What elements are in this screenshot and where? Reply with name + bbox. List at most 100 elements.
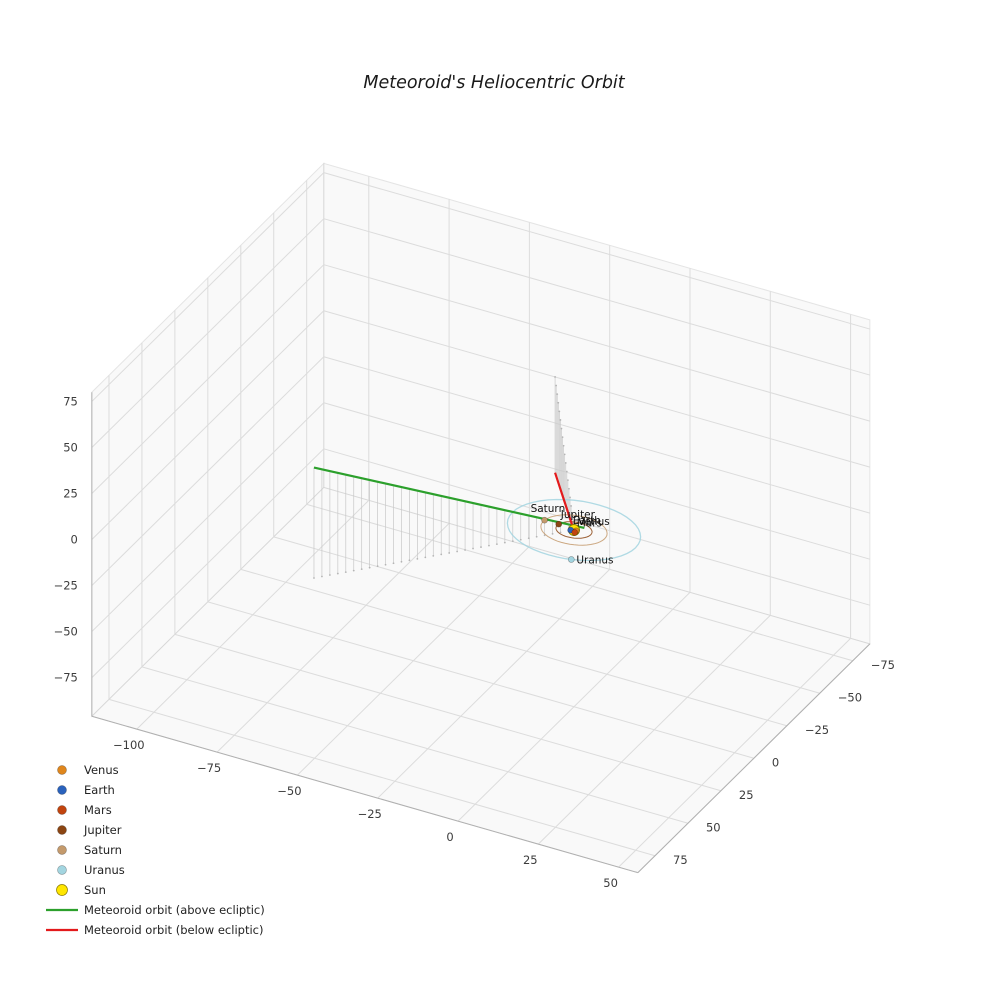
grid-line-y [306, 503, 853, 662]
meteoroid-below-projection-dot [560, 427, 563, 430]
meteoroid-above-projection-dot [527, 537, 530, 540]
planet-label-jupiter: Jupiter [560, 509, 596, 521]
meteoroid-above-projection-dot [400, 560, 403, 563]
meteoroid-above-projection-dot [416, 557, 419, 560]
meteoroid-above-projection-dot [336, 572, 339, 575]
meteoroid-above-projection-dot [511, 540, 514, 543]
z-tick-label: 0 [71, 533, 78, 547]
x-tick-label: 50 [603, 876, 618, 890]
meteoroid-above-projection-dot [352, 569, 355, 572]
grid-line-z [323, 448, 870, 606]
planet-label-saturn: Saturn [531, 503, 566, 515]
meteoroid-above-projection-dot [472, 547, 474, 550]
meteoroid-below-projection-dot [564, 462, 567, 464]
meteoroid-above-projection-dot [432, 555, 435, 557]
meteoroid-above-projection-dot [535, 535, 538, 538]
meteoroid-below-projection-dot [555, 384, 558, 387]
legend-label-5: Uranus [84, 863, 125, 877]
x-tick-label: −25 [358, 807, 382, 821]
z-tick-label: −50 [54, 625, 78, 639]
meteoroid-above-projection-dot [495, 543, 498, 546]
y-tick-label: 75 [673, 853, 688, 867]
planet-label-uranus: Uranus [576, 554, 613, 566]
x-tick-label: −100 [113, 738, 145, 752]
meteoroid-above-projection-dot [321, 575, 323, 578]
x-axis-edge [91, 715, 639, 874]
grid-line-y [141, 666, 689, 824]
planet-label-venus: Venus [578, 516, 610, 528]
grid-line-y [207, 601, 755, 759]
meteoroid-above-projection-dot [392, 562, 395, 565]
meteoroid-above-projection-dot [448, 552, 451, 554]
meteoroid-orbit-below-line [554, 472, 576, 533]
meteoroid-above-projection-dot [328, 574, 331, 576]
meteoroid-above-projection-dot [440, 553, 443, 556]
grid-line-z [323, 402, 870, 560]
x-tick-label: 25 [523, 853, 538, 867]
y-tick-label: −50 [838, 690, 862, 704]
grid-line-z [323, 264, 870, 422]
planet-dot-jupiter [555, 520, 563, 528]
legend-label-2: Mars [84, 803, 112, 817]
planet-label-mars: Mars [577, 517, 602, 529]
legend-label-0: Venus [84, 763, 119, 777]
y-tick-label: 25 [739, 788, 754, 802]
meteoroid-below-projection-dot [568, 487, 570, 490]
y-tick-label: −25 [805, 723, 829, 737]
meteoroid-below-projection-dot [566, 479, 569, 482]
meteoroid-above-projection-dot [456, 550, 459, 553]
meteoroid-above-projection-dot [384, 563, 387, 566]
meteoroid-above-projection-dot [376, 565, 379, 568]
meteoroid-orbit-above-line [313, 466, 585, 530]
meteoroid-below-projection-dot [557, 401, 560, 404]
legend-label-7: Meteoroid orbit (above ecliptic) [84, 903, 265, 917]
meteoroid-above-projection-dot [313, 577, 315, 579]
meteoroid-below-projection-dot [565, 470, 568, 473]
z-tick-label: 75 [63, 394, 78, 408]
grid-line-z [323, 356, 870, 514]
meteoroid-above-projection-dot [559, 531, 562, 534]
z-tick-label: −25 [54, 579, 78, 593]
x-tick-label: −75 [197, 761, 221, 775]
legend-marker-5 [57, 865, 67, 875]
legend-marker-6 [56, 884, 68, 896]
y-tick-label: 0 [772, 755, 779, 769]
legend-label-3: Jupiter [83, 823, 122, 837]
y-tick-label: 50 [706, 820, 721, 834]
planet-dot-mars [571, 529, 579, 536]
legend-marker-1 [57, 785, 67, 795]
grid-line-z [323, 310, 870, 468]
chart-title: Meteoroid's Heliocentric Orbit [363, 73, 625, 93]
meteoroid-above-projection-dot [360, 568, 363, 571]
z-tick-label: 25 [63, 486, 78, 500]
meteoroid-below-projection-dot [554, 376, 556, 378]
planet-label-earth: Earth [573, 515, 601, 527]
grid-line-y [240, 568, 787, 727]
grid-line-y [273, 536, 820, 694]
meteoroid-above-projection-dot [424, 556, 427, 559]
legend-label-1: Earth [84, 783, 115, 797]
meteoroid-below-projection-dot [558, 410, 561, 413]
meteoroid-below-projection-dot [559, 419, 562, 421]
y-axis-edge [637, 643, 871, 874]
meteoroid-above-projection-dot [480, 546, 482, 548]
meteoroid-above-projection-dot [464, 549, 466, 551]
meteoroid-above-projection-dot [368, 566, 371, 569]
z-tick-label: −75 [54, 671, 78, 685]
legend-marker-2 [57, 805, 67, 815]
y-tick-label: −75 [871, 658, 895, 672]
x-tick-label: −50 [277, 784, 301, 798]
meteoroid-above-projection-dot [344, 571, 347, 573]
legend-marker-3 [57, 825, 67, 835]
legend-label-6: Sun [84, 883, 106, 897]
grid-line-z [323, 218, 870, 376]
grid-line-z [323, 172, 870, 330]
meteoroid-below-projection-dot [556, 393, 559, 396]
z-tick-label: 50 [63, 440, 78, 454]
planet-dot-saturn [541, 516, 548, 524]
legend-label-8: Meteoroid orbit (below ecliptic) [84, 923, 263, 937]
meteoroid-above-projection-dot [503, 541, 506, 544]
meteoroid-above-projection-dot [488, 544, 490, 547]
